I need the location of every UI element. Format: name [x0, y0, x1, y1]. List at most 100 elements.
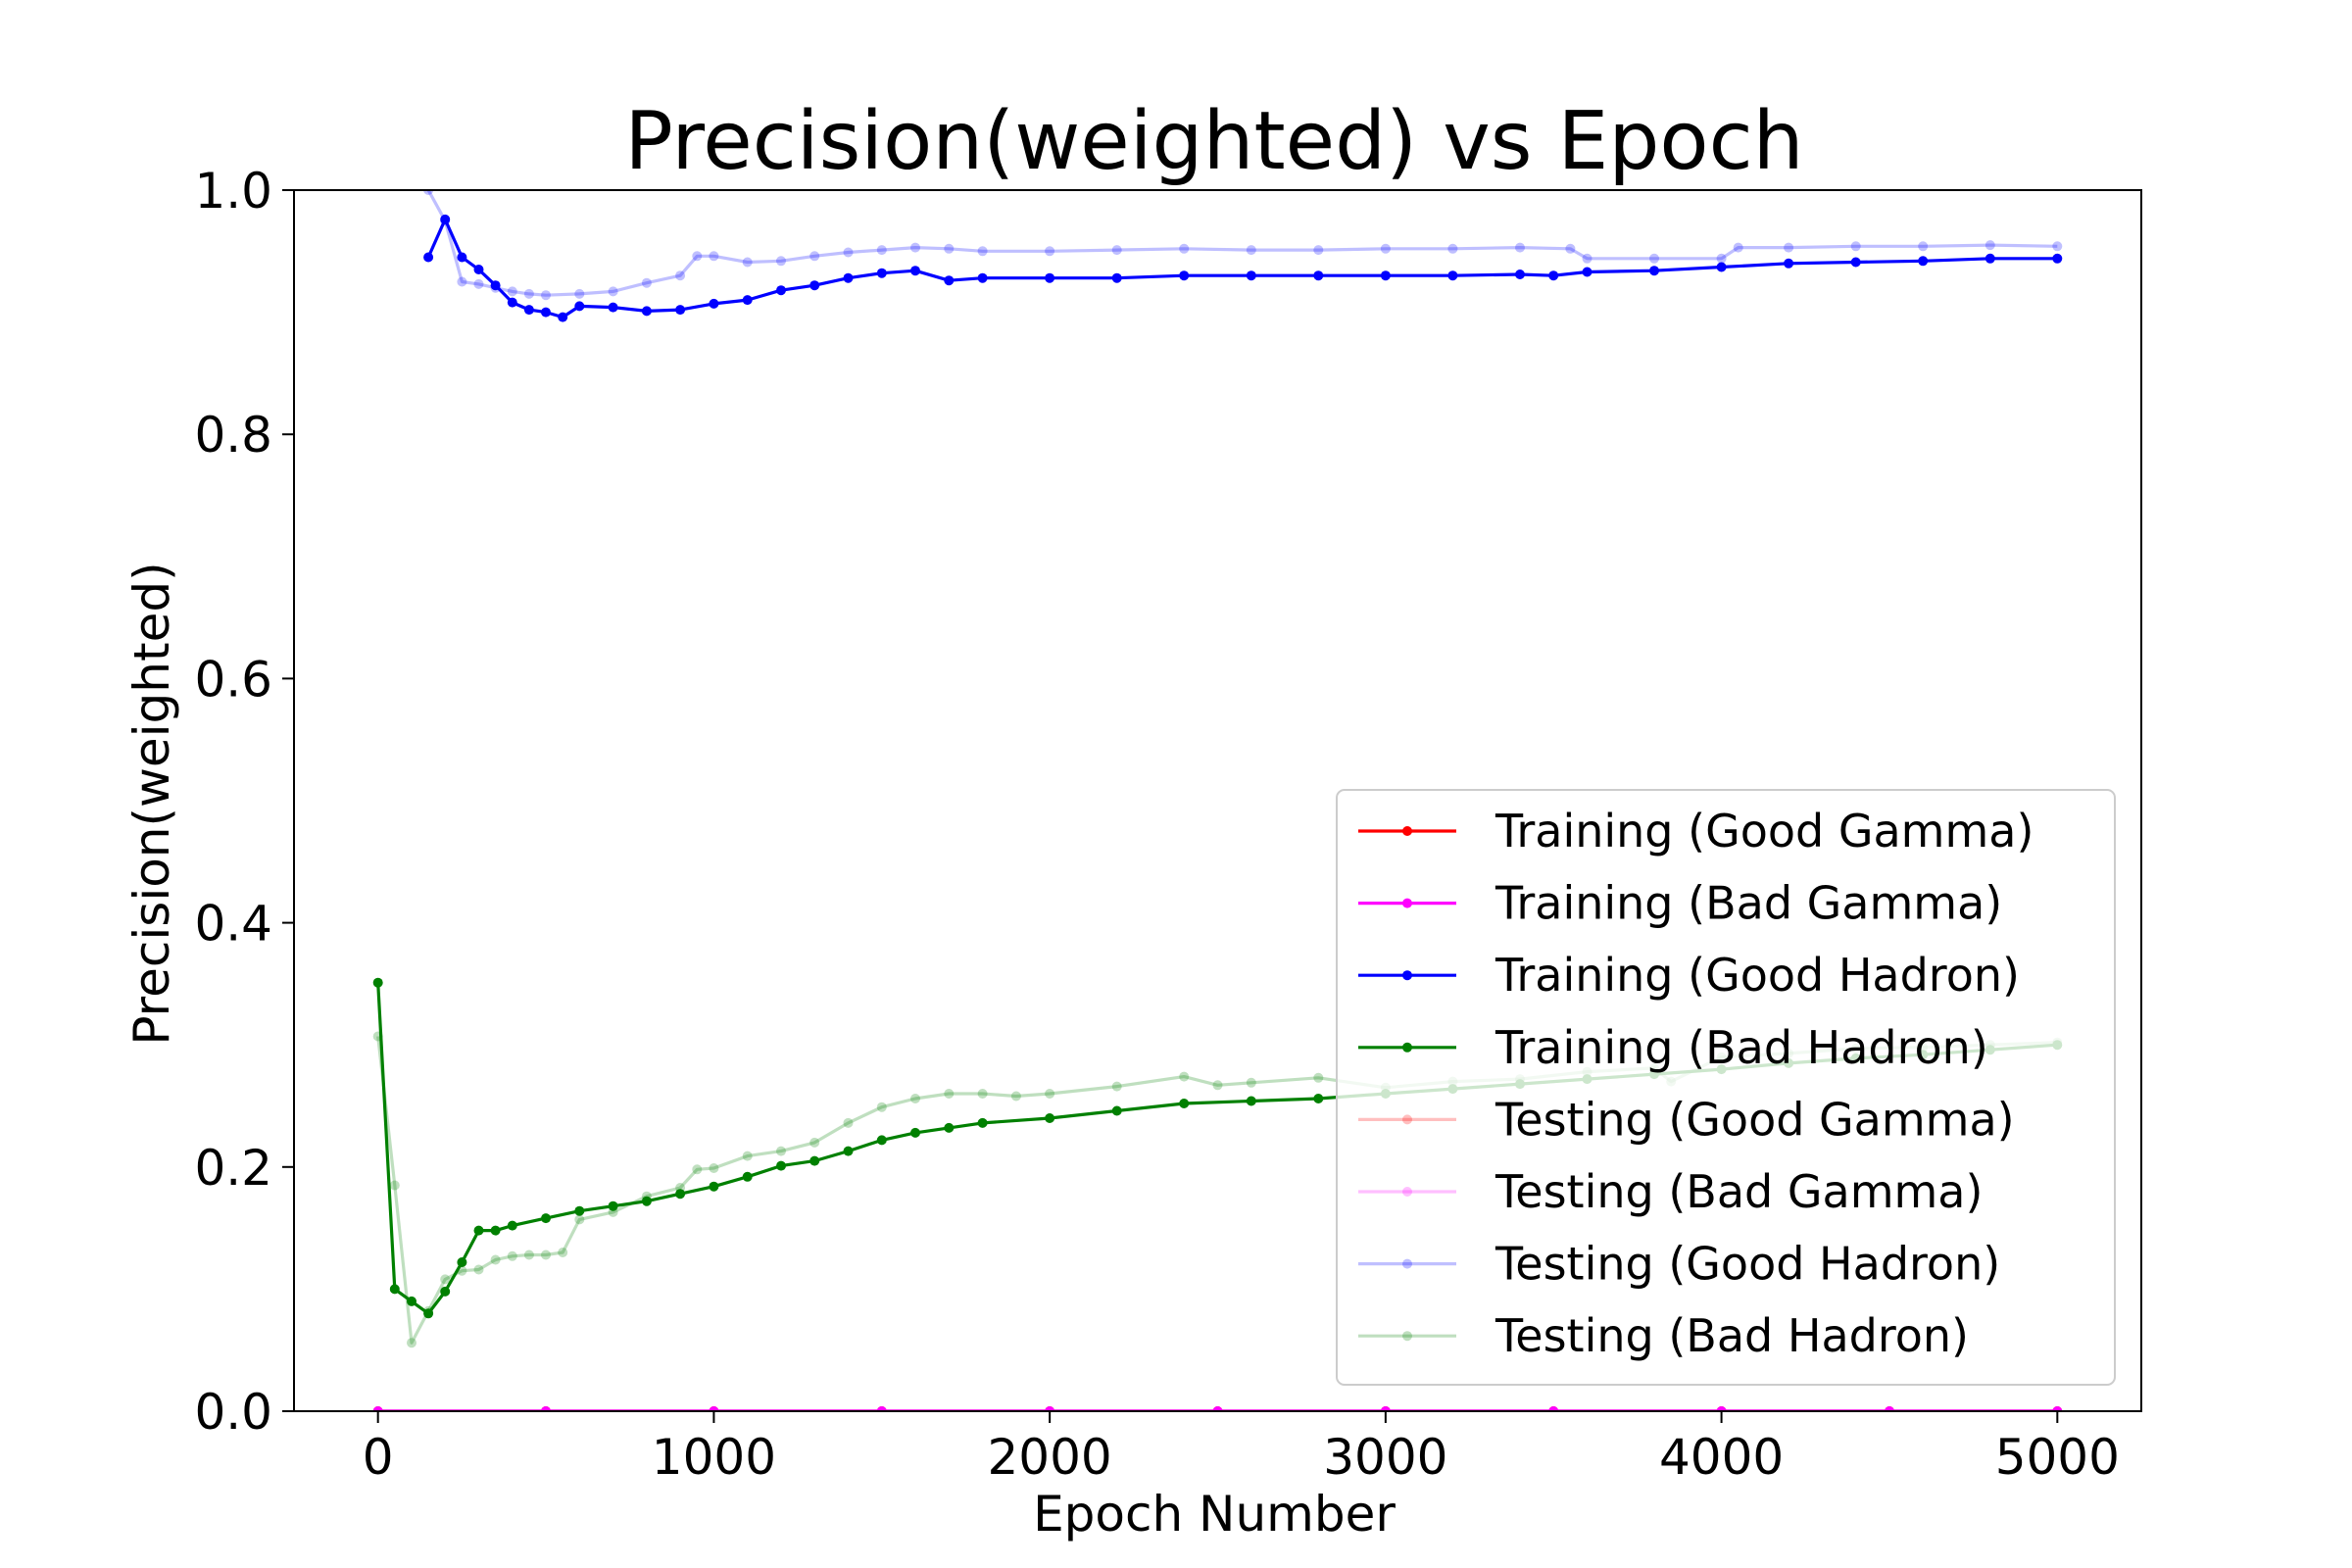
data-point [1111, 1081, 1122, 1092]
data-point [675, 1189, 686, 1200]
data-point [1313, 1072, 1324, 1083]
legend-entry: Testing (Good Gamma) [1358, 1093, 2015, 1146]
data-point [372, 977, 383, 988]
data-point [692, 251, 703, 262]
data-point [944, 275, 955, 286]
data-point [1380, 270, 1391, 281]
data-point [1716, 253, 1727, 264]
data-point [876, 245, 887, 256]
data-point [1447, 243, 1458, 254]
data-point [876, 268, 887, 278]
legend-marker [1402, 970, 1412, 981]
legend-label: Training (Good Hadron) [1494, 949, 2020, 1002]
data-point [1313, 245, 1324, 256]
legend-entry: Testing (Bad Gamma) [1358, 1165, 1983, 1218]
data-point [641, 1196, 652, 1206]
data-point [541, 1250, 551, 1260]
data-point [1548, 270, 1559, 281]
data-point [1179, 270, 1190, 281]
data-point [457, 1257, 467, 1267]
data-point [1010, 1091, 1021, 1102]
data-point [608, 302, 618, 313]
data-point [1649, 253, 1659, 264]
data-point [1111, 245, 1122, 256]
y-tick-label: 1.0 [194, 163, 272, 220]
data-point [1784, 258, 1794, 269]
data-point [910, 1127, 920, 1138]
data-point [1045, 1089, 1055, 1099]
data-point [541, 1406, 551, 1411]
data-point [1582, 267, 1592, 277]
legend-label: Testing (Bad Hadron) [1494, 1309, 1969, 1362]
x-tick-label: 0 [363, 1429, 394, 1486]
data-point [507, 1220, 517, 1231]
x-tick-label: 2000 [988, 1429, 1112, 1486]
data-point [776, 1160, 786, 1171]
legend-label: Testing (Good Gamma) [1494, 1093, 2015, 1146]
legend-label: Training (Bad Gamma) [1494, 877, 2002, 930]
series-6 [423, 190, 2063, 301]
data-point [1716, 262, 1727, 272]
axes: 0 1000 2000 3000 4000 5000 0.0 0.2 0.4 0.6 0.8 1.0 [194, 163, 2142, 1486]
data-point [641, 277, 652, 288]
data-point [457, 276, 467, 287]
x-tick-label: 4000 [1659, 1429, 1784, 1486]
data-point [558, 312, 568, 322]
series-2 [423, 214, 2063, 322]
legend-label: Training (Bad Hadron) [1494, 1021, 1988, 1074]
legend-marker [1402, 826, 1412, 836]
legend-marker [1402, 1114, 1412, 1125]
data-point [910, 266, 920, 276]
data-point [1111, 1105, 1122, 1116]
data-point [1380, 243, 1391, 254]
data-point [843, 1146, 854, 1156]
data-point [1246, 1096, 1256, 1106]
legend-marker [1402, 898, 1412, 908]
legend-label: Training (Good Gamma) [1494, 805, 2034, 858]
data-point [1179, 1071, 1190, 1082]
data-point [843, 1117, 854, 1128]
data-point [1447, 270, 1458, 281]
data-point [1716, 1406, 1727, 1411]
legend-marker [1402, 1187, 1412, 1197]
data-point [574, 1214, 585, 1225]
data-point [440, 1274, 451, 1285]
data-point [1548, 1406, 1559, 1411]
data-point [389, 1180, 400, 1191]
data-point [1850, 241, 1861, 252]
data-point [423, 190, 434, 195]
data-point [1179, 1099, 1190, 1108]
data-point [876, 1102, 887, 1112]
data-point [1515, 242, 1525, 253]
data-point [944, 1089, 955, 1099]
data-point [1212, 1406, 1223, 1411]
data-point [1515, 270, 1525, 279]
data-point [1733, 242, 1743, 253]
legend-marker [1402, 1042, 1412, 1053]
data-point [742, 1151, 753, 1161]
legend-entry: Training (Bad Hadron) [1358, 1021, 1988, 1074]
data-point [1582, 253, 1592, 264]
data-point [809, 1155, 820, 1166]
data-point [742, 295, 753, 306]
data-point [843, 272, 854, 283]
data-point [1984, 253, 1995, 264]
data-point [523, 288, 534, 299]
data-point [372, 1406, 383, 1411]
data-point [2052, 253, 2063, 264]
data-point [675, 305, 686, 316]
data-point [977, 272, 988, 283]
data-point [523, 305, 534, 316]
data-point [389, 1284, 400, 1295]
data-point [1918, 256, 1929, 267]
data-point [1649, 266, 1659, 276]
data-point [1565, 243, 1576, 254]
legend-entry: Testing (Bad Hadron) [1358, 1309, 1969, 1362]
data-point [1246, 245, 1256, 256]
data-point [977, 246, 988, 257]
chart-title: Precision(weighted) vs Epoch [624, 95, 1803, 188]
data-point [776, 1146, 786, 1156]
data-point [440, 1286, 451, 1297]
data-point [1850, 257, 1861, 268]
